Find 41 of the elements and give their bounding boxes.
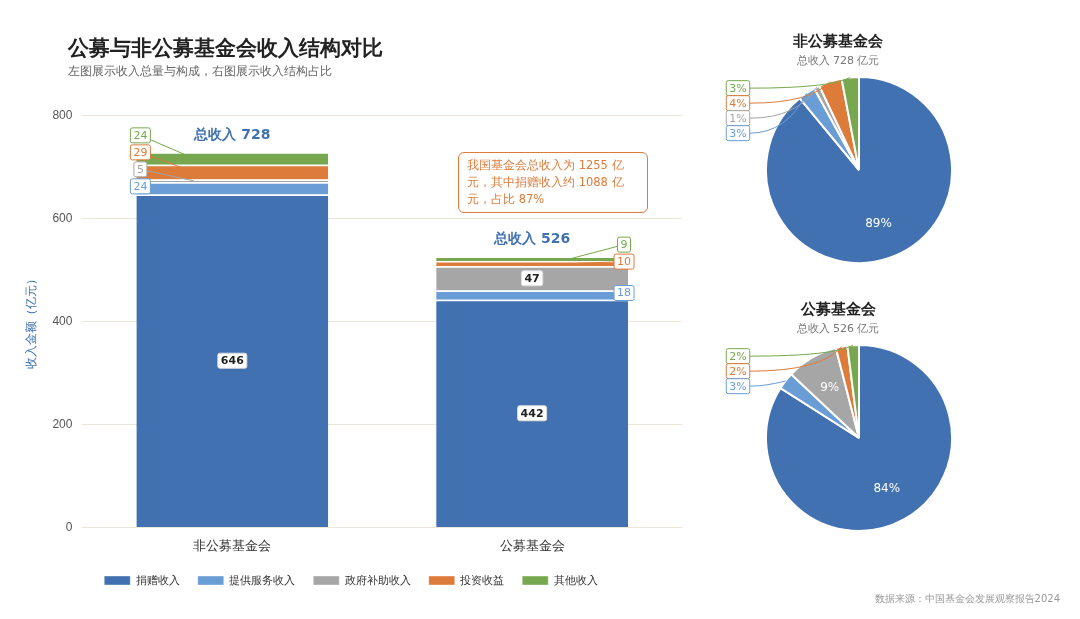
data-label: 24 <box>133 179 148 193</box>
source-note: 数据来源：中国基金会发展观察报告2024 <box>874 592 1060 606</box>
data-label: 9% <box>820 380 840 395</box>
data-label: 9 <box>620 237 628 251</box>
chart-subtitle: 总收入 526 亿元 <box>795 321 881 336</box>
data-label: 2% <box>729 349 747 363</box>
y-tick-label: 0 <box>65 519 73 534</box>
y-tick-label: 400 <box>52 313 73 328</box>
data-label: 1% <box>729 111 747 125</box>
data-label: 18 <box>617 286 632 300</box>
legend-label: 政府补助收入 <box>344 573 411 586</box>
data-label: 5 <box>136 162 144 176</box>
data-label: 84% <box>873 480 901 495</box>
annotation: 我国基金会总收入为 1255 亿元，其中捐赠收入约 1088 亿元，占比 87% <box>458 152 648 213</box>
chart-title: 非公募基金会 <box>792 32 884 51</box>
data-label: 89% <box>865 216 892 231</box>
y-tick-label: 800 <box>52 107 73 122</box>
total-label: 总收入 526 <box>493 230 571 247</box>
legend-label: 其他收入 <box>553 573 598 586</box>
data-label: 29 <box>133 145 148 159</box>
legend-label: 捐赠收入 <box>135 573 180 586</box>
chart-subtitle: 左图展示收入总量与构成，右图展示收入结构占比 <box>68 63 332 80</box>
legend-label: 提供服务收入 <box>229 573 296 586</box>
data-label: 3% <box>729 126 747 140</box>
data-label: 24 <box>133 128 148 142</box>
y-tick-label: 600 <box>52 210 73 225</box>
data-label: 4% <box>729 96 747 110</box>
data-label: 10 <box>617 254 632 268</box>
chart-subtitle: 总收入 728 亿元 <box>795 53 881 68</box>
total-label: 总收入 728 <box>193 125 271 142</box>
data-label: 646 <box>220 354 245 368</box>
legend-label: 投资收益 <box>459 573 505 586</box>
y-axis-title: 收入金额（亿元） <box>23 273 38 370</box>
data-label: 3% <box>729 379 747 393</box>
chart-title: 公募基金会 <box>799 300 877 319</box>
data-label: 3% <box>729 81 747 95</box>
data-label: 2% <box>729 364 747 378</box>
data-label: 442 <box>520 406 544 420</box>
chart-title: 公募与非公募基金会收入结构对比 <box>68 35 383 62</box>
data-label: 47 <box>524 271 540 285</box>
y-tick-label: 200 <box>52 416 73 431</box>
